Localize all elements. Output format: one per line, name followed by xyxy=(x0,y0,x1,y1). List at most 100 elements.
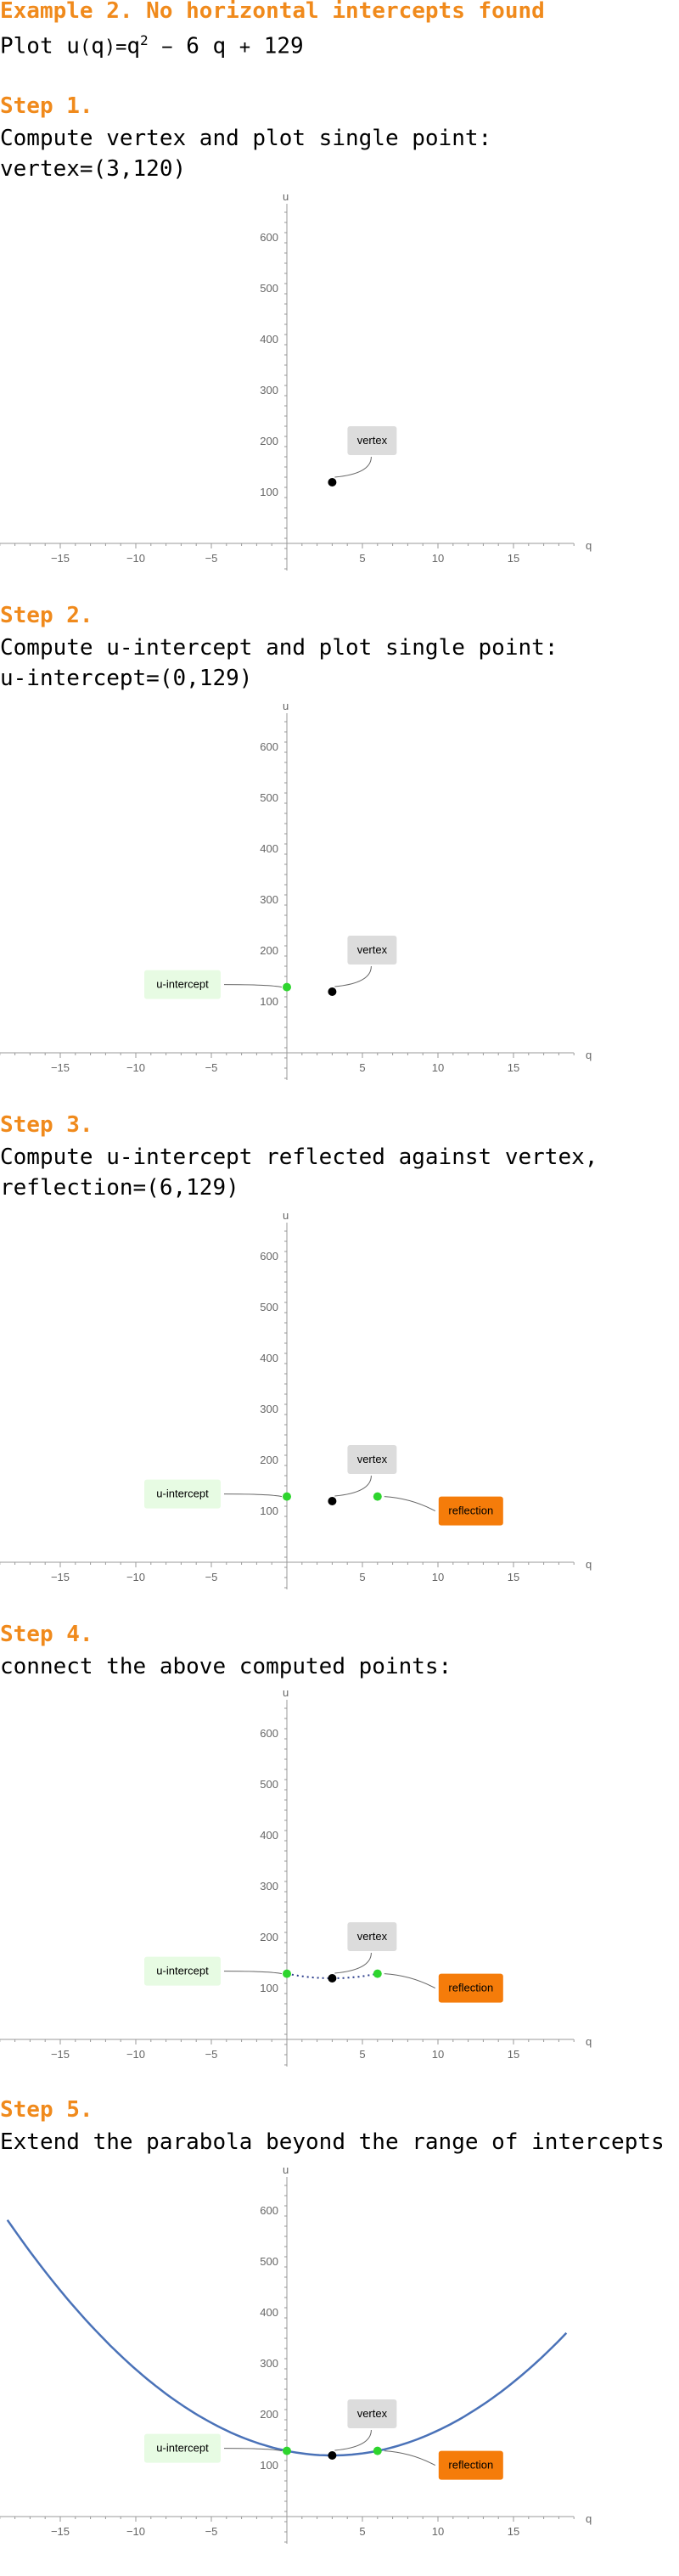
x-tick-label: −15 xyxy=(51,2048,70,2061)
x-axis-label: q xyxy=(586,1558,592,1571)
reflection-label-leader xyxy=(384,1973,436,1989)
u-intercept-label-box xyxy=(144,1956,221,1986)
vertex-point xyxy=(328,987,337,996)
vertex-label-box xyxy=(347,426,397,455)
y-tick-label: 500 xyxy=(260,1778,278,1791)
y-tick-label: 200 xyxy=(260,2408,278,2421)
vertex-label-leader xyxy=(334,456,372,478)
step-1-line-1: Compute vertex and plot single point: xyxy=(0,126,492,151)
y-tick-label: 400 xyxy=(260,2306,278,2319)
u-intercept-label-leader xyxy=(223,2448,283,2452)
step-2-line-2: u-intercept=(0,129) xyxy=(0,666,253,691)
x-tick-label: 10 xyxy=(432,2048,444,2061)
y-axis-label: u xyxy=(283,194,289,203)
y-tick-label: 300 xyxy=(260,893,278,906)
step-2-line-1: Compute u-intercept and plot single poin… xyxy=(0,635,558,661)
u-intercept-label: u-intercept xyxy=(156,978,209,991)
x-tick-label: 15 xyxy=(508,2048,519,2061)
y-tick-label: 600 xyxy=(260,231,278,244)
step-1-chart: q u −15 −10 −5 5 10 15 100 200 300 400 500 600 vertex xyxy=(0,194,592,571)
reflection-label: reflection xyxy=(448,2459,493,2472)
y-tick-label: 300 xyxy=(260,1403,278,1415)
x-tick-label: 5 xyxy=(359,552,365,565)
y-tick-label: 200 xyxy=(260,944,278,957)
x-tick-label: 5 xyxy=(359,2048,365,2061)
vertex-point xyxy=(328,1974,337,1983)
step-5-line-1: Extend the parabola beyond the range of … xyxy=(0,2129,665,2155)
x-tick-label: −10 xyxy=(126,1571,145,1583)
y-axis-label: u xyxy=(283,1212,289,1222)
y-tick-label: 600 xyxy=(260,1727,278,1740)
y-tick-label: 200 xyxy=(260,435,278,447)
reflection-label-box xyxy=(438,1496,503,1526)
y-axis-label: u xyxy=(283,703,289,712)
u-intercept-point xyxy=(283,1969,291,1978)
step-4-label: Step 4. xyxy=(0,1622,93,1647)
vertex-label: vertex xyxy=(357,1930,388,1943)
step-3-chart: q u −15 −10 −5 5 10 15 100 200 300 400 500 600 vertex u… xyxy=(0,1212,592,1589)
vertex-label-leader xyxy=(334,2429,372,2451)
y-tick-label: 600 xyxy=(260,1250,278,1263)
vertex-point xyxy=(328,2451,337,2460)
x-axis-label: q xyxy=(586,2035,592,2048)
expr-constant: 129 xyxy=(263,33,304,59)
y-tick-label: 400 xyxy=(260,842,278,855)
reflection-label: reflection xyxy=(448,1505,493,1517)
reflection-label-leader xyxy=(384,2450,436,2466)
x-axis-label: q xyxy=(586,539,592,552)
x-tick-label: −15 xyxy=(51,1571,70,1583)
step-3-line-1: Compute u-intercept reflected against ve… xyxy=(0,1145,598,1170)
y-tick-label: 400 xyxy=(260,333,278,346)
vertex-point xyxy=(328,478,337,487)
vertex-label-leader xyxy=(334,1952,372,1974)
x-axis-label: q xyxy=(586,2512,592,2525)
step-3-line-2: reflection=(6,129) xyxy=(0,1175,239,1201)
x-tick-label: 10 xyxy=(432,1571,444,1583)
step-2-label: Step 2. xyxy=(0,603,93,628)
formula-line: Plot u(q)=q2 − 6 q + 129 xyxy=(0,32,304,59)
reflection-label-leader xyxy=(384,1496,436,1512)
expr-linear-term: 6 q xyxy=(186,33,227,59)
vertex-label-leader xyxy=(334,965,372,987)
y-tick-label: 500 xyxy=(260,282,278,295)
x-tick-label: 10 xyxy=(432,1061,444,1074)
x-tick-label: 10 xyxy=(432,552,444,565)
x-tick-label: −5 xyxy=(205,1061,218,1074)
y-tick-label: 300 xyxy=(260,2357,278,2370)
x-tick-label: −15 xyxy=(51,1061,70,1074)
y-tick-label: 500 xyxy=(260,2255,278,2268)
y-axis-label: u xyxy=(283,1690,289,1699)
u-intercept-label: u-intercept xyxy=(156,2442,209,2455)
vertex-label: vertex xyxy=(357,2407,388,2420)
y-tick-label: 300 xyxy=(260,384,278,397)
u-intercept-label-leader xyxy=(223,984,283,988)
u-intercept-label-box xyxy=(144,970,221,999)
u-intercept-point xyxy=(283,1492,291,1501)
y-tick-label: 500 xyxy=(260,791,278,804)
x-tick-label: 5 xyxy=(359,1061,365,1074)
vertex-label-box xyxy=(347,1445,397,1474)
y-tick-label: 600 xyxy=(260,2204,278,2217)
function-name: u xyxy=(66,33,80,59)
x-tick-label: −5 xyxy=(205,2525,218,2538)
x-tick-label: −15 xyxy=(51,2525,70,2538)
vertex-label: vertex xyxy=(357,943,388,956)
y-tick-label: 300 xyxy=(260,1880,278,1893)
vertex-label-box xyxy=(347,936,397,965)
step-4-chart: q u −15 −10 −5 5 10 15 100 200 300 400 500 600 vertex u… xyxy=(0,1690,592,2067)
expr-base: q xyxy=(126,33,140,59)
x-axis-label: q xyxy=(586,1049,592,1061)
step-3-label: Step 3. xyxy=(0,1112,93,1138)
connecting-curve xyxy=(286,1972,379,1979)
vertex-label-leader xyxy=(334,1475,372,1497)
x-tick-label: 10 xyxy=(432,2525,444,2538)
u-intercept-point xyxy=(283,982,291,992)
step-2-chart: q u −15 −10 −5 5 10 15 100 200 300 400 500 600 vertex u… xyxy=(0,703,592,1080)
vertex-label: vertex xyxy=(357,434,388,447)
step-5-label: Step 5. xyxy=(0,2097,93,2123)
vertex-point xyxy=(328,1497,337,1505)
step-5-chart: q u −15 −10 −5 5 10 15 100 200 300 400 500 600 vertex u… xyxy=(0,2167,592,2544)
reflection-label: reflection xyxy=(448,1982,493,1994)
y-tick-label: 100 xyxy=(260,486,278,498)
x-tick-label: 5 xyxy=(359,2525,365,2538)
